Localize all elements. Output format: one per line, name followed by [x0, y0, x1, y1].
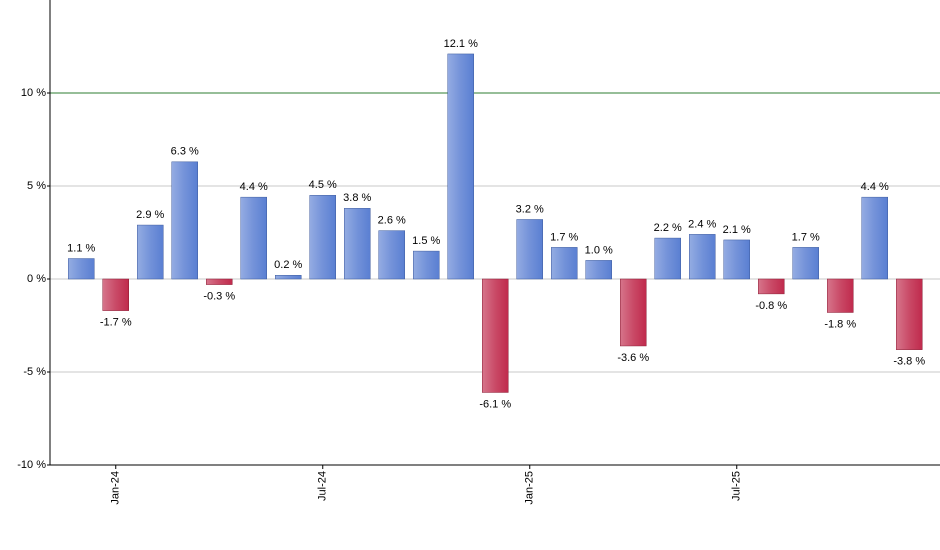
bar — [206, 278, 233, 285]
bar — [344, 208, 371, 280]
x-tick-label: Jul-25 — [731, 471, 743, 501]
value-label: -1.7 % — [100, 317, 132, 329]
value-label: 2.2 % — [654, 222, 682, 234]
bar — [102, 278, 129, 311]
value-label: 3.8 % — [343, 192, 371, 204]
bar — [68, 258, 95, 280]
value-label: -3.6 % — [617, 352, 649, 364]
value-label: 1.0 % — [585, 244, 613, 256]
bar — [378, 230, 405, 280]
y-tick-label: 10 % — [21, 87, 46, 99]
value-label: -0.8 % — [755, 300, 787, 312]
x-tick-label: Jan-24 — [110, 471, 122, 505]
bar — [137, 224, 164, 280]
bar — [654, 237, 681, 280]
value-label: -3.8 % — [893, 356, 925, 368]
y-tick-label: -5 % — [23, 366, 46, 378]
value-label: -1.8 % — [824, 318, 856, 330]
y-tick-label: 0 % — [27, 273, 46, 285]
value-label: 4.4 % — [861, 181, 889, 193]
bar — [723, 239, 750, 280]
value-label: -0.3 % — [203, 290, 235, 302]
bar — [861, 196, 888, 280]
bar — [551, 247, 578, 280]
value-label: 1.5 % — [412, 235, 440, 247]
bar — [447, 53, 474, 280]
value-label: 4.5 % — [309, 179, 337, 191]
value-label: 4.4 % — [240, 181, 268, 193]
value-label: 3.2 % — [516, 203, 544, 215]
value-label: -6.1 % — [479, 398, 511, 410]
bar — [896, 278, 923, 350]
value-label: 1.1 % — [67, 242, 95, 254]
bar — [171, 161, 198, 280]
value-label: 2.9 % — [136, 209, 164, 221]
bar — [585, 260, 612, 280]
value-label: 12.1 % — [444, 38, 478, 50]
bar — [309, 195, 336, 280]
bar — [620, 278, 647, 347]
bar — [482, 278, 509, 393]
bar — [240, 196, 267, 280]
value-label: 6.3 % — [171, 146, 199, 158]
bar — [689, 234, 716, 280]
bar — [792, 247, 819, 280]
bar — [413, 250, 440, 280]
value-label: 1.7 % — [792, 231, 820, 243]
bar — [516, 219, 543, 280]
y-tick-label: 5 % — [27, 180, 46, 192]
value-label: 2.4 % — [688, 218, 716, 230]
x-tick-label: Jan-25 — [524, 471, 536, 505]
value-label: 1.7 % — [550, 231, 578, 243]
x-tick-label: Jul-24 — [317, 471, 329, 501]
value-label: 2.6 % — [378, 215, 406, 227]
bar — [827, 278, 854, 313]
bar — [275, 275, 302, 280]
value-label: 0.2 % — [274, 259, 302, 271]
value-label: 2.1 % — [723, 224, 751, 236]
bar — [758, 278, 785, 295]
y-tick-label: -10 % — [17, 459, 46, 471]
